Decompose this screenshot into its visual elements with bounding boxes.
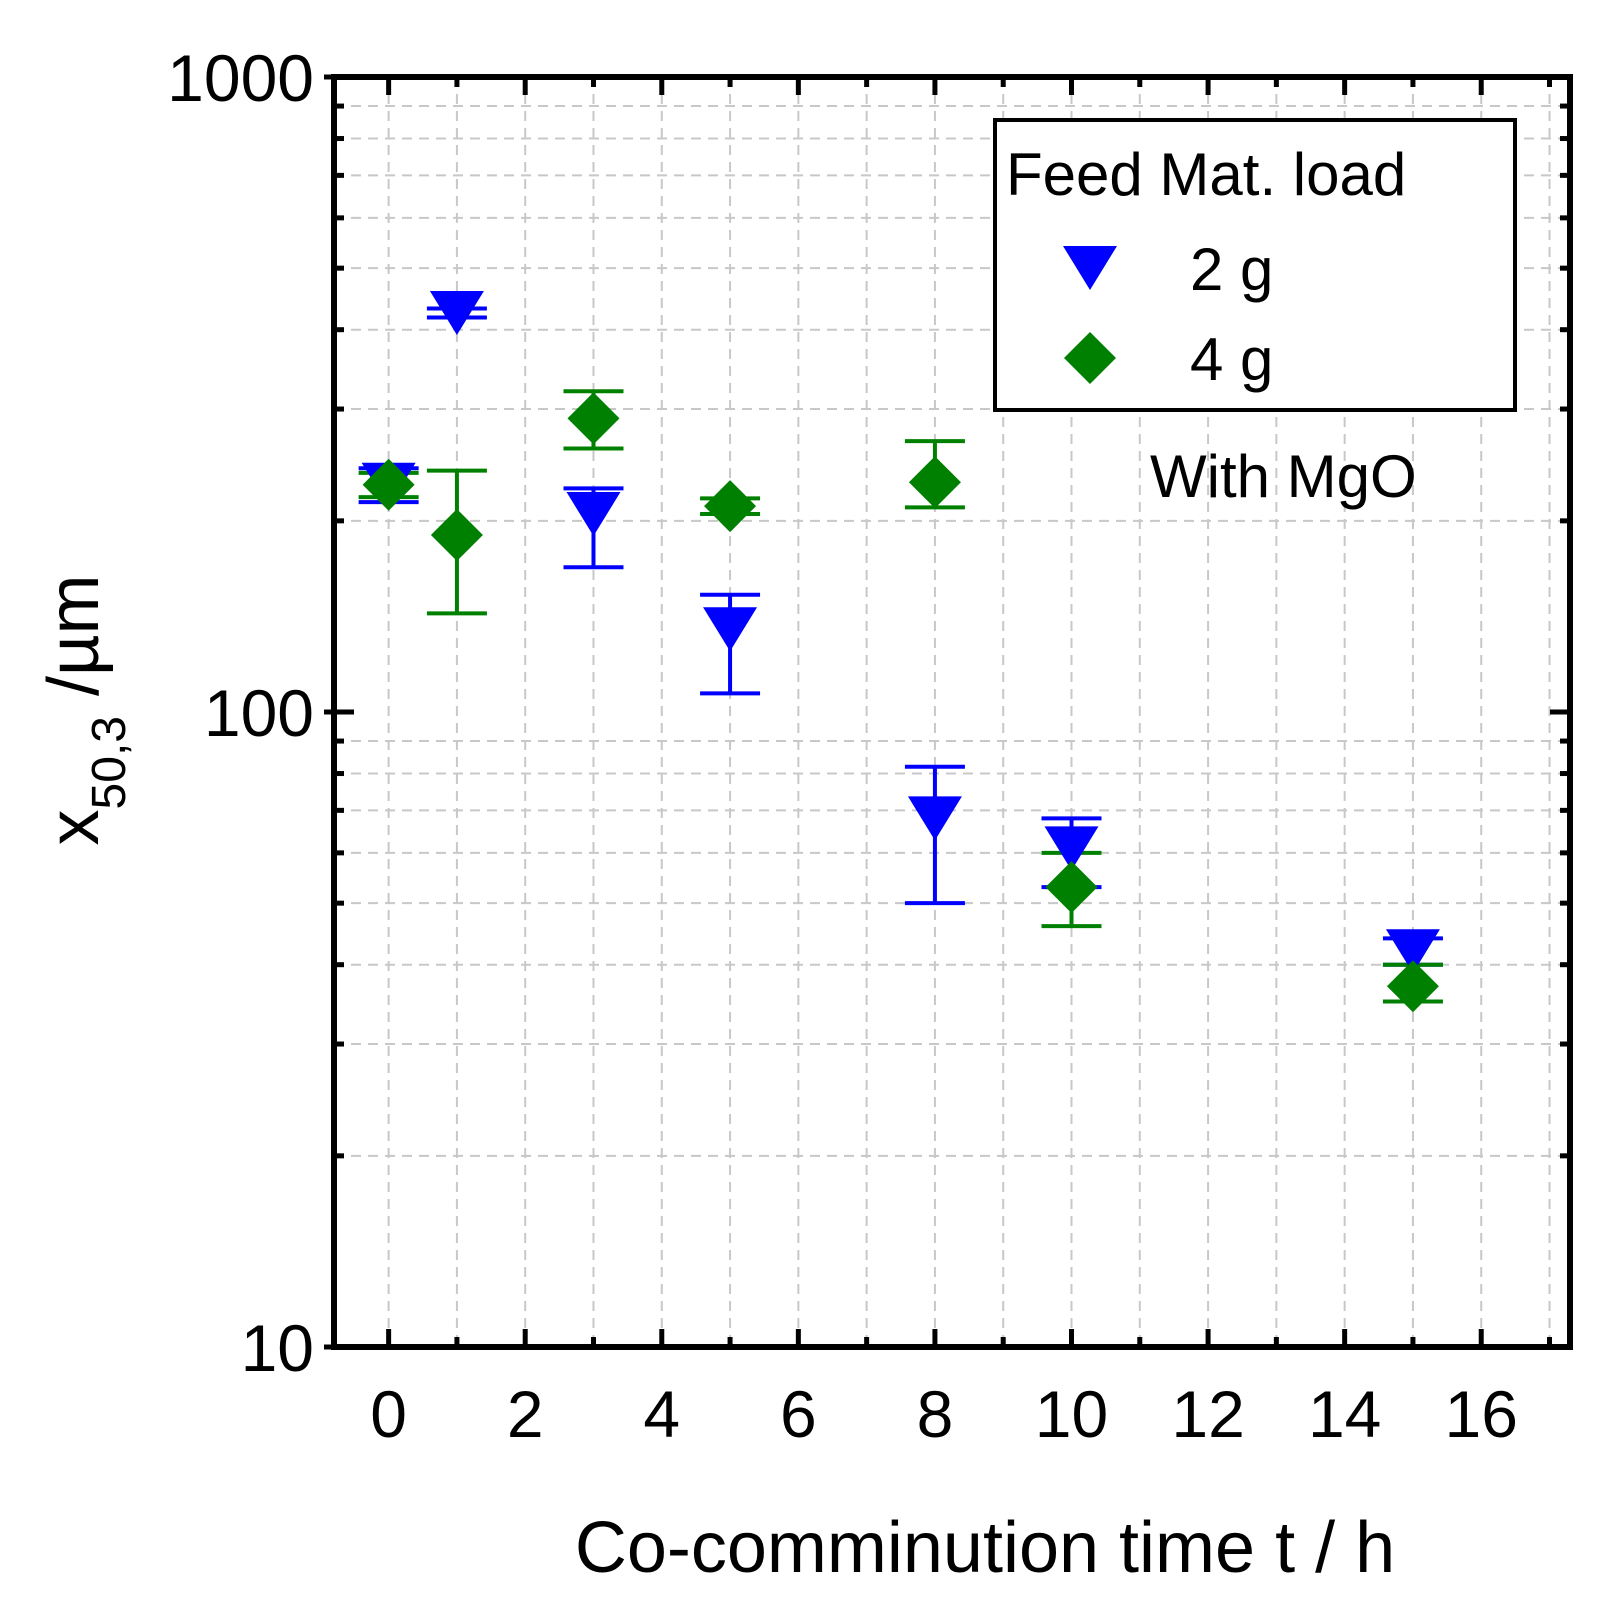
data-point-diamond <box>430 508 483 561</box>
data-point-triangle-down <box>1044 826 1099 871</box>
y-tick-label: 100 <box>204 676 314 750</box>
x-tick-label: 10 <box>1035 1377 1108 1451</box>
annotation-with-mgo: With MgO <box>1150 443 1417 510</box>
legend-marker-diamond <box>1064 332 1116 384</box>
data-point-diamond <box>1045 861 1098 914</box>
plot-frame <box>331 74 1573 1350</box>
data-point-triangle-down <box>1385 929 1440 974</box>
data-point-diamond <box>908 456 961 509</box>
legend-label: 2 g <box>1190 236 1273 303</box>
y-axis-title-unit: /µm <box>34 575 114 716</box>
legend-items: 2 g4 g <box>1063 236 1273 393</box>
data-point-triangle-down <box>907 796 962 841</box>
data-markers <box>361 290 1440 1013</box>
data-point-triangle-down <box>566 492 621 537</box>
y-axis-title: x50,3 /µm <box>34 575 136 846</box>
data-point-diamond <box>704 480 757 533</box>
x-tick-label: 14 <box>1308 1377 1381 1451</box>
x-tick-label: 0 <box>370 1377 407 1451</box>
legend: Feed Mat. load 2 g4 g <box>993 118 1517 412</box>
legend-title: Feed Mat. load <box>1006 141 1406 208</box>
legend-label: 4 g <box>1190 326 1273 393</box>
x-tick-label: 8 <box>917 1377 954 1451</box>
x-tick-label: 12 <box>1171 1377 1244 1451</box>
data-point-diamond <box>362 458 415 511</box>
y-tick-label: 10 <box>241 1311 314 1385</box>
data-point-triangle-down <box>429 290 484 335</box>
y-axis-title-main: x <box>34 809 114 845</box>
x-tick-label: 16 <box>1445 1377 1518 1451</box>
x-tick-label: 2 <box>507 1377 544 1451</box>
data-point-diamond <box>567 392 620 445</box>
tick-labels: 0 2 4 6 8 10 12 14 16 10 100 1000 <box>167 41 1518 1451</box>
data-point-diamond <box>1386 960 1439 1013</box>
x-tick-label: 4 <box>643 1377 680 1451</box>
data-point-triangle-down <box>703 607 758 652</box>
y-axis-title-subscript: 50,3 <box>83 716 136 809</box>
y-tick-label: 1000 <box>167 41 314 115</box>
x-tick-label: 6 <box>780 1377 817 1451</box>
legend-marker-triangle-down <box>1063 246 1117 290</box>
x-axis-title: Co-comminution time t / h <box>575 1508 1395 1588</box>
